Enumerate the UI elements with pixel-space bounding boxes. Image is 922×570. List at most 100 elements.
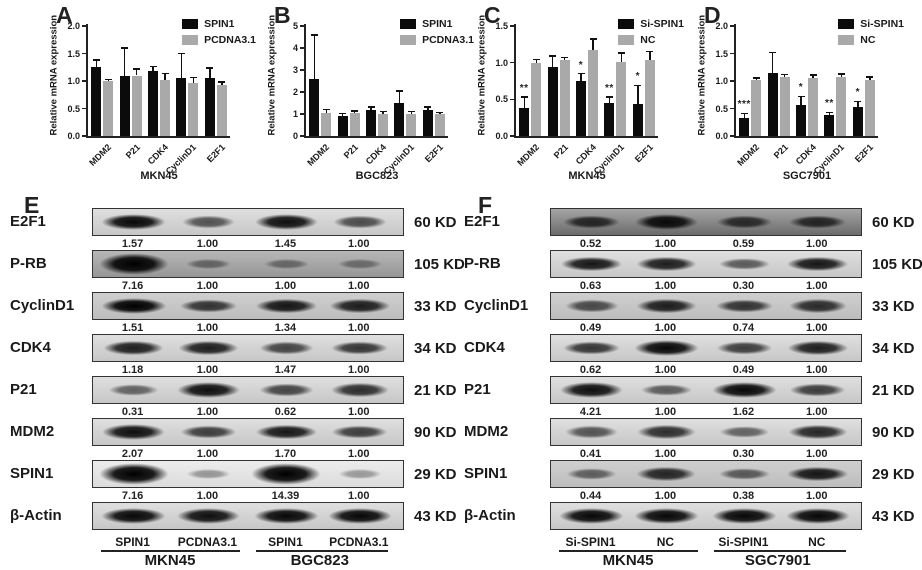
protein-band — [176, 256, 241, 272]
quantification-value: 1.00 — [196, 280, 219, 292]
error-bar-line — [755, 78, 757, 81]
error-bar-line — [325, 109, 327, 113]
error-bar-cap — [322, 108, 330, 111]
significance-marker: ** — [519, 83, 529, 95]
x-axis-title: BGC823 — [355, 170, 399, 182]
quantification-value: 1.00 — [806, 406, 828, 418]
error-bar-cap — [339, 112, 347, 115]
lane-label: Si-SPIN1 — [565, 535, 616, 549]
significance-marker: ** — [604, 83, 614, 95]
error-bar-line — [398, 90, 401, 103]
protein-band — [98, 381, 169, 399]
x-axis-title: MKN45 — [140, 170, 178, 182]
y-tick-mark — [82, 80, 86, 82]
error-bar-line — [427, 106, 429, 110]
legend-swatch-si-spin1 — [838, 19, 855, 29]
error-bar-line — [783, 74, 786, 78]
protein-band — [777, 296, 858, 316]
y-tick-mark — [82, 135, 86, 137]
error-bar-line — [812, 74, 814, 79]
protein-band — [554, 297, 629, 315]
quantification-value: 1.18 — [121, 364, 144, 376]
molecular-weight-label: 21 KD — [872, 382, 915, 399]
significance-marker: ** — [824, 98, 834, 110]
protein-band — [248, 339, 325, 357]
quantification-value: 0.63 — [579, 280, 602, 292]
bar-nc-p21 — [559, 60, 570, 136]
protein-band — [93, 461, 182, 487]
molecular-weight-label: 105 KD — [872, 256, 922, 273]
blot-strip-spin1 — [92, 460, 404, 488]
error-bar-cap — [351, 110, 359, 112]
protein-band — [165, 505, 252, 527]
quantification-value: 1.47 — [274, 364, 297, 376]
y-tick-mark — [730, 25, 734, 27]
y-tick-label: 1.5 — [67, 48, 80, 59]
legend-swatch-si-spin1 — [618, 19, 635, 29]
error-bar-line — [523, 97, 525, 109]
y-tick-label: 0.0 — [67, 131, 80, 141]
molecular-weight-label: 29 KD — [414, 466, 457, 483]
error-bar-line — [107, 79, 109, 81]
legend-swatch-pcdna3.1 — [182, 35, 199, 45]
protein-band — [626, 422, 707, 442]
bar-spin1-e2f1 — [204, 77, 215, 136]
quantification-value: 1.00 — [348, 448, 370, 460]
x-axis-line — [86, 136, 230, 138]
bar-chart-panel-d: D Relative mRNA expression 0.0 0.5 1.0 1.5 2.0… — [678, 2, 906, 192]
quantification-value: 1.00 — [348, 490, 370, 502]
bar-pcdna3.1-cyclind1 — [406, 114, 417, 136]
legend-row: NC — [618, 34, 684, 46]
panel-label: C — [484, 2, 501, 28]
protein-band — [93, 421, 177, 443]
molecular-weight-label: 105 KD — [414, 256, 465, 273]
y-axis-line — [734, 24, 736, 138]
significance-marker: * — [798, 82, 804, 94]
error-bar-cap — [206, 67, 214, 69]
quantification-value: 1.00 — [654, 364, 677, 376]
error-bar-line — [313, 34, 315, 79]
bar-pcdna3.1-mdm2 — [103, 81, 114, 136]
quantification-value: 1.00 — [654, 322, 677, 334]
protein-label: SPIN1 — [464, 465, 508, 482]
y-tick-label: 1.0 — [715, 76, 728, 86]
quantification-value: 1.70 — [274, 448, 297, 460]
protein-band — [320, 338, 400, 358]
quantification-value: 0.62 — [274, 406, 297, 418]
protein-label: CyclinD1 — [10, 297, 75, 314]
panel-label: D — [704, 2, 721, 28]
protein-band — [243, 211, 330, 233]
lane-label: SPIN1 — [268, 535, 303, 549]
y-tick-mark — [300, 91, 304, 93]
legend: SPIN1 PCDNA3.1 — [400, 18, 474, 46]
quantification-value: 0.62 — [579, 364, 602, 376]
legend-label: PCDNA3.1 — [422, 34, 474, 46]
quantification-value: 1.00 — [196, 364, 219, 376]
blot-strip-p21 — [92, 376, 404, 404]
y-tick-mark — [300, 113, 304, 115]
error-bar-line — [382, 111, 384, 114]
quantification-value: 1.00 — [196, 322, 219, 334]
quantification-value: 1.00 — [654, 406, 677, 418]
y-tick-label: 1 — [292, 109, 298, 119]
quantification-value: 1.62 — [732, 406, 755, 418]
bar-nc-mdm2 — [531, 63, 542, 136]
blot-strip-spin1 — [550, 460, 862, 488]
protein-label: P21 — [464, 381, 491, 398]
quantification-value: 7.16 — [121, 280, 144, 292]
protein-label: MDM2 — [464, 423, 509, 440]
error-bar-cap — [177, 52, 185, 55]
error-bar-cap — [532, 58, 540, 61]
quantification-value: 1.00 — [348, 322, 370, 334]
y-tick-label: 2.0 — [67, 21, 80, 31]
blot-strip-cyclind1 — [92, 292, 404, 320]
quantification-value: 0.41 — [579, 448, 602, 460]
blot-strip-mdm2 — [550, 418, 862, 446]
protein-band — [169, 422, 248, 442]
quantification-value: 1.00 — [196, 490, 219, 502]
legend-swatch-spin1 — [400, 19, 417, 29]
y-tick-mark — [730, 80, 734, 82]
significance-marker: * — [855, 87, 860, 99]
molecular-weight-label: 29 KD — [872, 466, 915, 483]
